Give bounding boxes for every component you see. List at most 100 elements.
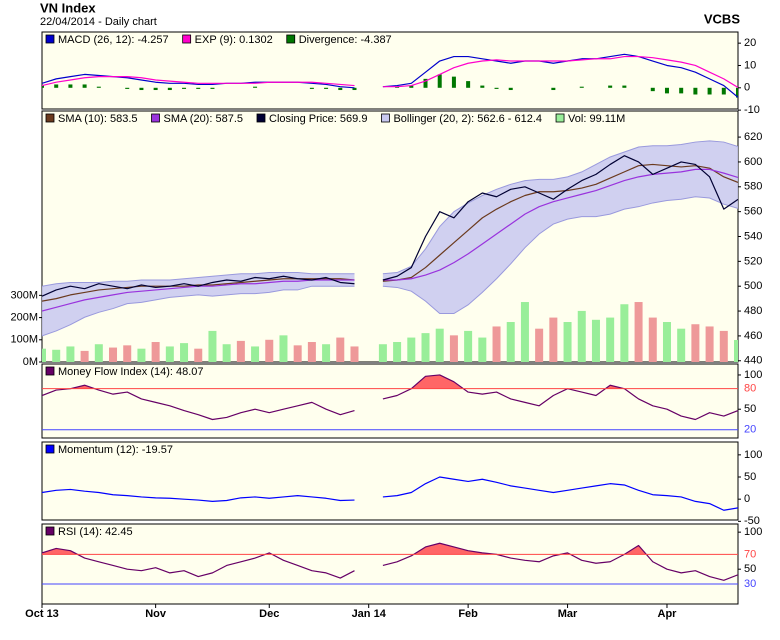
legend-swatch — [45, 366, 55, 376]
bar — [82, 84, 87, 88]
y-tick-label: 540 — [744, 230, 762, 242]
bar — [68, 84, 73, 88]
panel — [41, 31, 739, 110]
y-tick-label: 100 — [744, 449, 762, 461]
bar — [449, 335, 458, 362]
line — [42, 55, 738, 89]
bar — [96, 86, 101, 88]
x-tick-label: Apr — [658, 608, 678, 620]
bar — [423, 78, 428, 88]
bar — [307, 342, 316, 362]
bar — [153, 87, 158, 91]
y-tick-label: 0 — [744, 82, 750, 94]
legend-label: Closing Price: 569.9 — [269, 113, 367, 125]
y-tick-label: 10 — [744, 59, 756, 71]
bar — [451, 76, 456, 88]
y-tick-label: -50 — [744, 515, 760, 527]
overbought-fill — [42, 548, 355, 555]
bar — [719, 330, 728, 362]
bar — [478, 337, 487, 362]
bar — [94, 344, 103, 362]
bar — [579, 86, 584, 88]
y-tick-label: 100 — [744, 526, 762, 538]
legend-label: Momentum (12): -19.57 — [58, 444, 173, 456]
bar — [407, 337, 416, 362]
bar — [66, 346, 75, 362]
bar — [577, 310, 586, 362]
bar — [109, 347, 118, 362]
y-tick-label: 480 — [744, 305, 762, 317]
y-tick-label: 560 — [744, 206, 762, 218]
bar — [508, 87, 513, 91]
bar — [123, 345, 132, 362]
bar — [591, 319, 600, 362]
bar — [167, 87, 172, 91]
y-tick-label: 440 — [744, 355, 762, 367]
y2-tick-label: 200M — [10, 311, 38, 323]
bar — [196, 87, 201, 89]
legend-swatch — [151, 113, 160, 123]
source: VCBS — [704, 11, 740, 26]
chart-title: VN Index — [40, 0, 96, 15]
y-tick-label: 50 — [744, 403, 756, 415]
bar — [338, 87, 343, 91]
x-tick-label: Nov — [145, 608, 167, 620]
bar — [622, 85, 627, 88]
x-tick-label: Feb — [458, 608, 478, 620]
bar — [253, 86, 258, 88]
legend-swatch — [381, 113, 390, 123]
bar — [151, 342, 160, 362]
band-fill — [382, 140, 738, 314]
legend-swatch — [555, 113, 565, 123]
bar — [350, 346, 359, 362]
bar — [236, 340, 245, 362]
bar — [437, 74, 442, 88]
y-tick-label: 50 — [744, 471, 756, 483]
y2-tick-label: 300M — [10, 289, 38, 301]
bar — [324, 87, 329, 89]
x-tick-label: Oct 13 — [25, 608, 59, 620]
bar — [210, 87, 215, 89]
bar — [265, 339, 274, 362]
x-tick-label: Dec — [259, 608, 279, 620]
band-lower — [42, 196, 738, 337]
bar — [279, 335, 288, 362]
bar — [480, 85, 485, 88]
y2-tick-label: 100M — [10, 334, 38, 346]
x-tick-label: Mar — [558, 608, 578, 620]
bar — [648, 317, 657, 362]
panel — [41, 363, 739, 439]
y-tick-label: 500 — [744, 280, 762, 292]
bar — [251, 346, 260, 362]
bar — [492, 326, 501, 362]
bar — [42, 348, 46, 362]
bar — [679, 87, 684, 94]
bar — [165, 346, 174, 362]
bar — [734, 339, 738, 362]
bar — [393, 342, 402, 362]
bar — [137, 348, 146, 362]
bar — [293, 345, 302, 362]
bar — [691, 324, 700, 362]
y-tick-label: -10 — [744, 104, 760, 116]
bar — [707, 87, 712, 95]
bar — [378, 344, 387, 362]
bar — [194, 348, 203, 362]
y-tick-label: 520 — [744, 255, 762, 267]
lower-level-label: 30 — [744, 578, 756, 590]
legend-label: MACD (26, 12): -4.257 — [58, 34, 169, 46]
upper-level-label: 70 — [744, 548, 756, 560]
bar — [736, 87, 738, 98]
bar — [208, 330, 217, 362]
y-tick-label: 460 — [744, 330, 762, 342]
bar — [182, 87, 187, 89]
bar — [322, 344, 331, 362]
legend-label: Divergence: -4.387 — [299, 34, 392, 46]
plot-area — [42, 476, 738, 511]
bar — [352, 87, 357, 91]
legend-label: SMA (10): 583.5 — [58, 113, 138, 125]
bar — [634, 302, 643, 362]
bar — [309, 87, 314, 89]
